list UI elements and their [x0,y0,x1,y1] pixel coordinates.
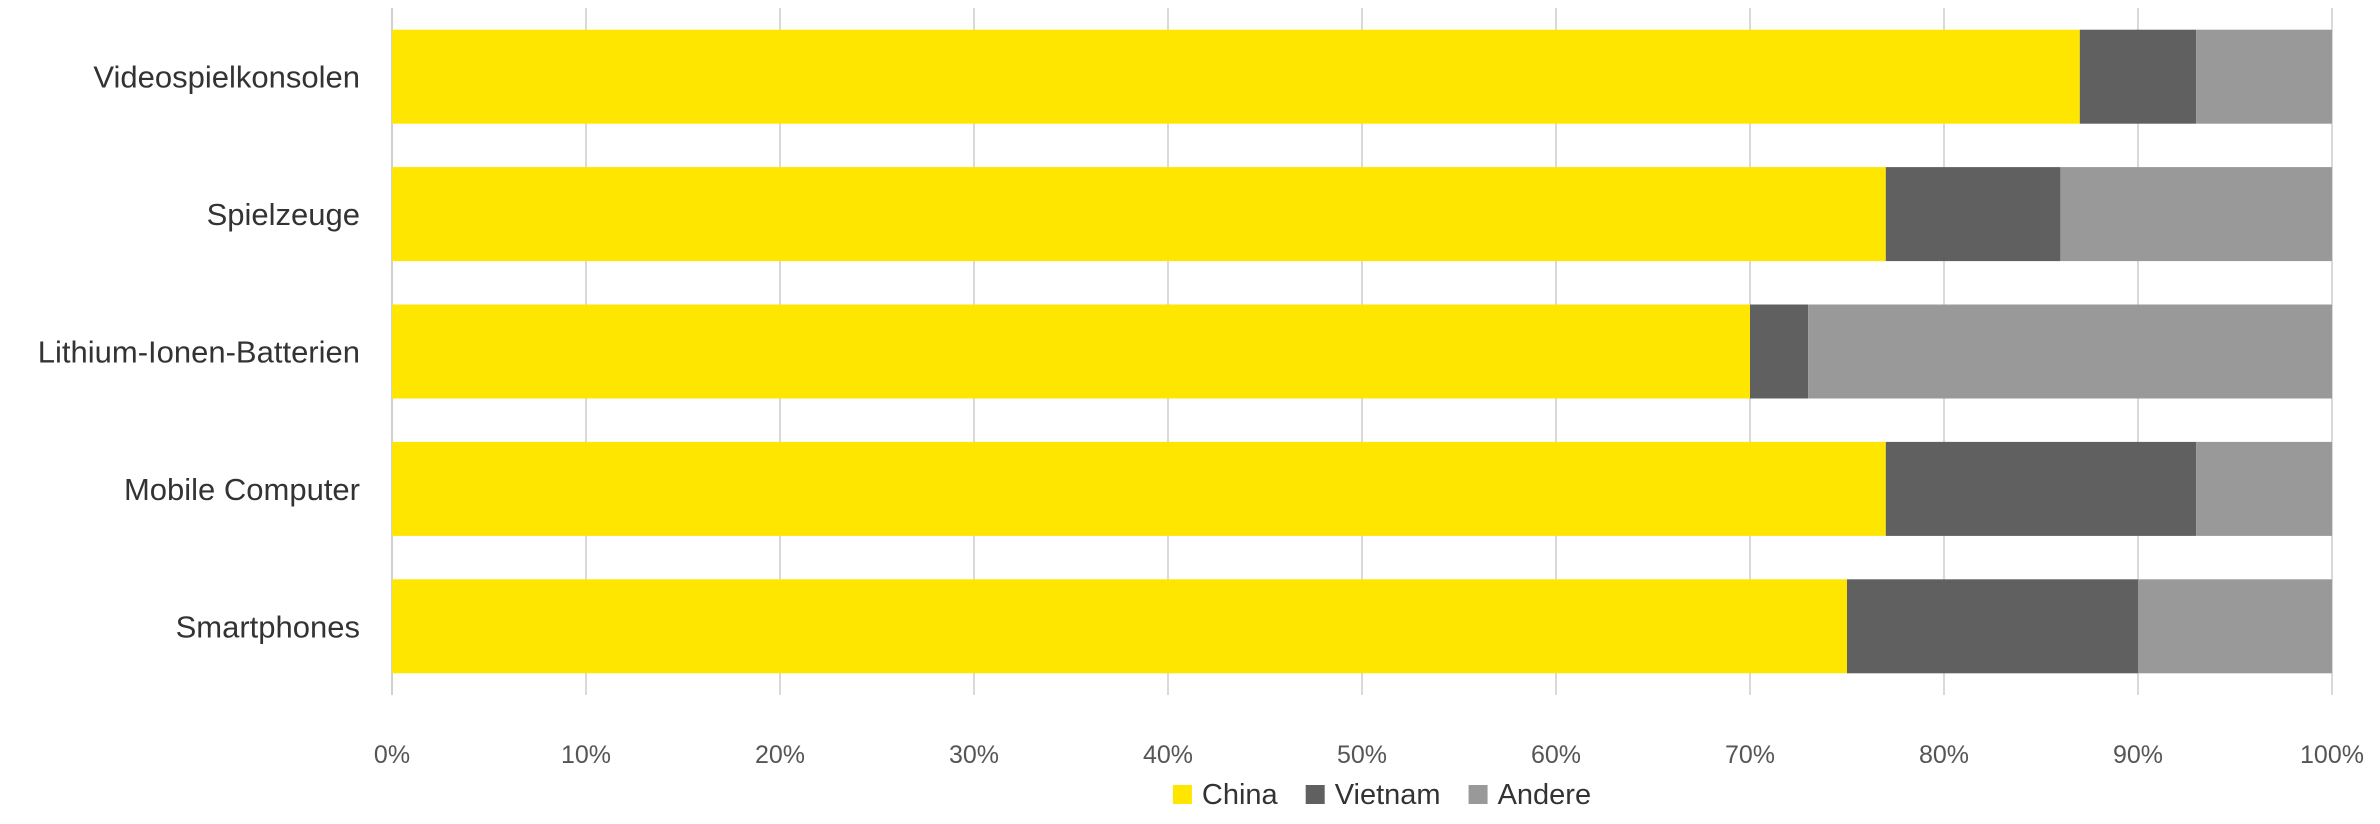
legend-swatch-vietnam [1305,785,1325,804]
category-label: Videospielkonsolen [93,60,360,95]
x-tick-label: 50% [1337,741,1387,769]
x-tick-label: 60% [1531,741,1581,769]
bar-andere-mobile computer [2196,441,2332,536]
category-labels: Videospielkonsolen Spielzeuge Lithium-Ione… [38,60,360,645]
bar-china-videospielkonsolen [392,29,2080,124]
legend-swatch-andere [1468,785,1488,804]
x-tick-label: 100% [2300,741,2364,769]
x-tick-labels: 0% 10% 20% 30% 40% 50% 60% 70% 80% 90% 100% [374,741,2364,769]
legend-label-vietnam: Vietnam [1335,779,1441,811]
x-tick-label: 30% [949,741,999,769]
bar-china-spielzeuge [392,167,1886,262]
bar-china-lithium-ionen-batterien [392,304,1750,399]
bar-vietnam-spielzeuge [1885,167,2061,262]
bar-vietnam-videospielkonsolen [2079,29,2197,124]
bars [392,29,2332,674]
category-label: Smartphones [176,609,360,644]
bar-china-smartphones [392,579,1847,674]
bar-andere-videospielkonsolen [2196,29,2332,124]
x-tick-label: 40% [1143,741,1193,769]
bar-andere-spielzeuge [2060,167,2332,262]
x-tick-label: 0% [374,741,410,769]
category-label: Mobile Computer [124,472,360,507]
bar-andere-lithium-ionen-batterien [1808,304,2332,399]
x-tick-label: 70% [1725,741,1775,769]
x-tick-label: 80% [1919,741,1969,769]
legend-swatch-china [1172,785,1192,804]
bar-vietnam-lithium-ionen-batterien [1750,304,1809,399]
legend-label-china: China [1202,779,1279,811]
x-tick-label: 10% [561,741,611,769]
x-tick-label: 90% [2113,741,2163,769]
legend: China Vietnam Andere [1172,779,1592,811]
bar-vietnam-mobile computer [1885,441,2197,536]
category-label: Spielzeuge [207,197,360,232]
bar-china-mobile computer [392,441,1886,536]
bar-vietnam-smartphones [1847,579,2138,674]
category-label: Lithium-Ionen-Batterien [38,335,360,370]
x-tick-label: 20% [755,741,805,769]
bar-andere-smartphones [2138,579,2332,674]
legend-label-andere: Andere [1498,779,1592,811]
